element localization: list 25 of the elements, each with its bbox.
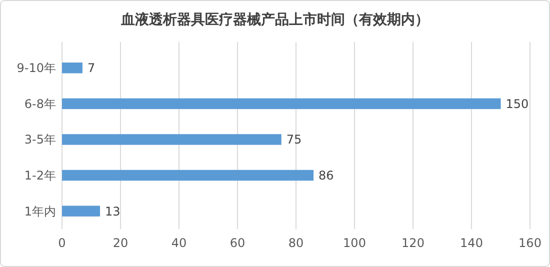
data-label: 75: [286, 132, 302, 147]
data-label: 13: [105, 204, 120, 218]
chart-title: 血液透析器具医疗器械产品上市时间（有效期内）: [120, 11, 429, 28]
x-tick-label: 40: [171, 236, 187, 250]
x-tick-label: 120: [402, 236, 424, 250]
data-label: 7: [87, 61, 96, 76]
x-tick-label: 20: [112, 236, 128, 250]
y-tick-label: 1-2年: [24, 168, 56, 182]
x-tick-label: 100: [343, 236, 366, 250]
y-tick-label: 6-8年: [24, 96, 56, 111]
data-label: 150: [506, 96, 529, 111]
y-tick-label: 3-5年: [24, 132, 56, 147]
y-tick-label: 1年内: [24, 204, 56, 218]
x-tick-label: 60: [230, 236, 246, 250]
x-tick-label: 160: [518, 236, 542, 250]
x-tick-label: 80: [288, 236, 304, 250]
bar: [62, 62, 82, 74]
x-tick-label: 0: [58, 236, 66, 250]
bar: [62, 206, 100, 216]
bar: [62, 134, 282, 145]
y-tick-label: 9-10年: [16, 61, 56, 76]
bar: [62, 98, 501, 110]
x-tick-label: 140: [460, 236, 483, 250]
data-label: 86: [318, 168, 334, 182]
bar: [62, 170, 314, 181]
